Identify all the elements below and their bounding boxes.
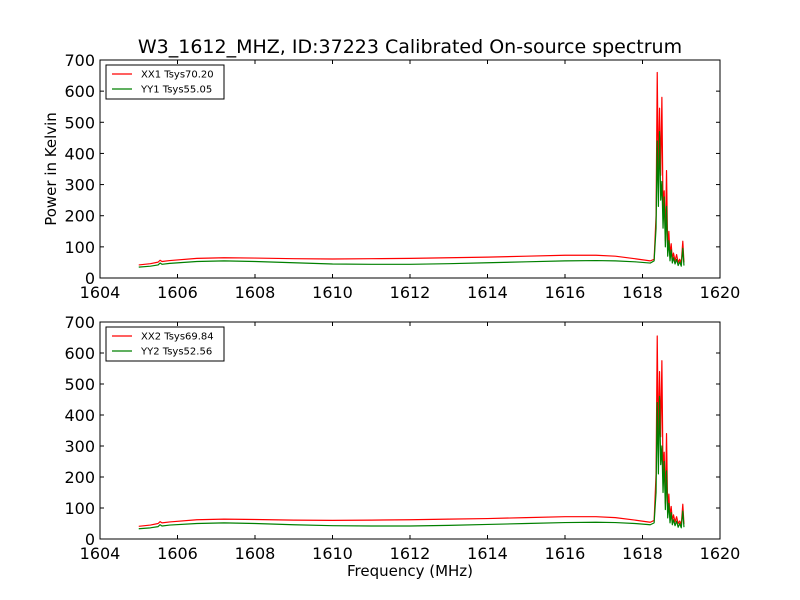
chart-1-x-tick-label-1: 1606 [157, 283, 198, 302]
chart-2-x-tick-label-0: 1604 [80, 544, 121, 563]
chart-2-x-tick-label-1: 1606 [157, 544, 198, 563]
chart-1-legend-box [105, 64, 225, 100]
chart-1-x-tick-label-6: 1616 [545, 283, 586, 302]
chart-1-x-tick-label-4: 1612 [390, 283, 431, 302]
chart-2-x-tick-label-2: 1608 [235, 544, 276, 563]
chart-1-x-tick-label-0: 1604 [80, 283, 121, 302]
chart-1-y-tick-label-3: 300 [64, 176, 95, 195]
chart-2-x-tick-label-4: 1612 [390, 544, 431, 563]
chart-1-series-line-2 [138, 131, 685, 268]
chart-1-legend-label-2: YY1 Tsys55.05 [140, 85, 212, 96]
chart-2-x-tick-label-5: 1614 [467, 544, 508, 563]
chart-1-x-tick-label-2: 1608 [235, 283, 276, 302]
chart-1-legend-label-1: XX1 Tsys70.20 [141, 70, 214, 81]
chart-1-title: W3_1612_MHZ, ID:37223 Calibrated On-sour… [138, 36, 682, 58]
chart-2-legend-label-2: YY2 Tsys52.56 [140, 347, 212, 358]
chart-1-y-axis-label: Power in Kelvin [42, 112, 60, 226]
chart-1-y-tick-label-1: 100 [64, 238, 95, 257]
chart-1-y-tick-label-4: 400 [64, 144, 95, 163]
chart-2-legend-box [105, 326, 225, 362]
chart-1-y-tick-label-0: 0 [85, 269, 95, 288]
chart-2-y-tick-label-1: 100 [64, 499, 95, 518]
chart-1-x-tick-label-8: 1620 [700, 283, 741, 302]
chart-2-y-tick-label-0: 0 [85, 530, 95, 549]
chart-2-y-tick-label-5: 500 [64, 375, 95, 394]
chart-1-y-tick-label-2: 200 [64, 207, 95, 226]
chart-1-legend: XX1 Tsys70.20 YY1 Tsys55.05 [105, 64, 225, 100]
chart-2-y-tick-label-3: 300 [64, 437, 95, 456]
chart-2-x-tick-label-7: 1618 [622, 544, 663, 563]
chart-1-x-tick-label-5: 1614 [467, 283, 508, 302]
chart-2-legend: XX2 Tsys69.84 YY2 Tsys52.56 [105, 326, 225, 362]
chart-2-legend-label-1: XX2 Tsys69.84 [141, 332, 214, 343]
chart-2-y-tick-label-6: 600 [64, 344, 95, 363]
chart-1-x-tick-label-3: 1610 [312, 283, 353, 302]
chart-2-y-tick-label-4: 400 [64, 406, 95, 425]
chart-1-panel: 1604 1606 1608 1610 1612 1614 1616 1618 1620 0 100… [42, 36, 740, 302]
chart-1-y-tick-label-7: 700 [64, 51, 95, 70]
chart-1-y-tick-label-6: 600 [64, 82, 95, 101]
chart-2-x-tick-label-6: 1616 [545, 544, 586, 563]
chart-2-panel: 1604 1606 1608 1610 1612 1614 1616 1618 1620 0 100… [64, 313, 740, 580]
chart-2-y-tick-label-2: 200 [64, 468, 95, 487]
chart-1-x-tick-label-7: 1618 [622, 283, 663, 302]
chart-2-x-tick-label-8: 1620 [700, 544, 741, 563]
chart-2-y-tick-label-7: 700 [64, 313, 95, 332]
chart-2-x-tick-label-3: 1610 [312, 544, 353, 563]
chart-1-y-tick-label-5: 500 [64, 113, 95, 132]
chart-2-x-axis-label: Frequency (MHz) [347, 562, 473, 580]
chart-2-series-line-2 [138, 395, 685, 530]
